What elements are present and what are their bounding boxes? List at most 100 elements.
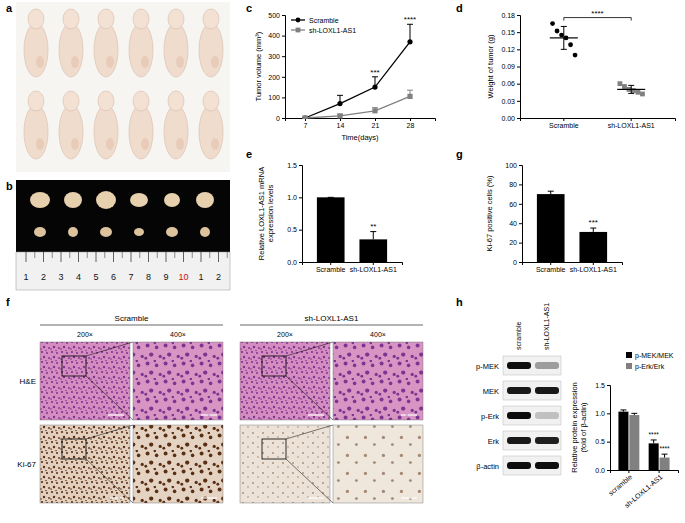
tick: 1.5 — [595, 382, 610, 389]
tumor-bulge — [141, 138, 149, 150]
error-bar — [561, 26, 567, 37]
tick: 0.5 — [287, 226, 302, 233]
ruler-tick — [87, 252, 88, 258]
tick: 14 — [337, 118, 345, 129]
magnification-label: 200× — [277, 331, 293, 338]
error-cap — [370, 231, 376, 232]
tumor-bulge — [141, 56, 149, 68]
marker — [372, 108, 377, 113]
tumor-bulge — [211, 138, 219, 150]
zoom-line — [86, 342, 133, 356]
tick-mark — [517, 67, 520, 68]
data-point — [573, 53, 578, 58]
marker — [302, 115, 307, 119]
tick-label: 1.0 — [287, 194, 297, 201]
legend-label: p-Erk/Erk — [635, 363, 665, 371]
significance-label: **** — [591, 9, 603, 18]
photo-bg — [16, 2, 230, 172]
tick: 0 — [513, 259, 522, 266]
tick-label: sh-LOXL1-AS1 — [350, 266, 397, 273]
tick-mark — [607, 413, 610, 414]
series-line — [305, 96, 410, 118]
mouse-body — [129, 105, 153, 159]
error-bar — [628, 89, 634, 93]
row-label: Ki-67 — [17, 460, 36, 469]
tick: 0.15 — [501, 29, 520, 36]
ruler-label: 8 — [146, 272, 151, 282]
data-point — [555, 29, 560, 34]
scale-bar — [201, 414, 217, 415]
blot-band — [507, 362, 531, 369]
bar — [579, 232, 607, 262]
tick-mark — [373, 262, 374, 265]
tick-label: 0.15 — [501, 29, 515, 36]
legend: Scramblesh-LOXL1-AS1 — [291, 17, 356, 34]
tick-mark — [299, 165, 302, 166]
zoom-line — [86, 459, 133, 503]
mouse-body — [199, 23, 223, 77]
tick-mark — [299, 197, 302, 198]
tumor-bulge — [106, 56, 114, 68]
tick-mark — [628, 470, 629, 473]
tick-label: 200 — [268, 74, 280, 81]
error-cap — [372, 107, 378, 108]
axis-line — [282, 16, 286, 119]
tick: 100 — [505, 162, 522, 169]
tick-label: 40 — [509, 220, 517, 227]
tick-mark — [282, 15, 285, 16]
mouse-head — [63, 91, 79, 111]
tick-mark — [282, 36, 285, 37]
blot-strip — [503, 431, 561, 450]
error-bar — [620, 410, 626, 412]
tumor-bulge — [176, 56, 184, 68]
tumor-bulge — [36, 56, 44, 68]
micrograph — [133, 342, 223, 420]
background — [0, 0, 685, 523]
chart-e: Scramblesh-LOXL1-AS10.00.51.01.5**Relati… — [257, 162, 403, 273]
ruler-tick — [113, 252, 114, 262]
header-rule — [40, 325, 223, 326]
ruler-label: 4 — [76, 272, 81, 282]
magnification-label: 400× — [170, 331, 186, 338]
tick: 200 — [268, 74, 285, 81]
blot-band — [507, 387, 531, 394]
mouse-body — [199, 105, 223, 159]
axis-y: 0.000.030.060.090.120.150.18 — [501, 12, 520, 122]
ruler-tick — [139, 252, 140, 258]
blot-strip — [503, 406, 561, 425]
error-line — [563, 26, 564, 37]
tick: 28 — [407, 118, 415, 129]
ruler-label: 3 — [58, 272, 63, 282]
tick-label: 1.5 — [595, 382, 605, 389]
y-axis-title: expression levels — [266, 184, 275, 242]
tick-mark — [593, 262, 594, 265]
tick-mark — [282, 118, 285, 119]
ruler-tick — [218, 252, 219, 262]
panel-label: a — [6, 2, 13, 14]
legend-label: p-MEK/MEK — [635, 352, 674, 360]
tick-mark — [659, 470, 660, 473]
tick-label: 100 — [505, 162, 517, 169]
tick: 0.00 — [501, 115, 520, 122]
mouse-head — [98, 9, 114, 29]
error-cap — [337, 95, 343, 96]
mouse-head — [168, 91, 184, 111]
tick: 0.03 — [501, 98, 520, 105]
tick-mark — [519, 165, 522, 166]
tick-label: 14 — [337, 122, 345, 129]
tick-label: Scramble — [549, 122, 579, 129]
axis-x: Scramblesh-LOXL1-AS1 — [521, 118, 676, 129]
tick: 1.5 — [287, 162, 302, 169]
axis-line — [286, 119, 436, 122]
mouse-head — [203, 91, 219, 111]
tick-mark — [517, 32, 520, 33]
axis-x: 7142128 — [286, 118, 436, 129]
mouse-body — [59, 23, 83, 77]
tick: 1.0 — [287, 194, 302, 201]
mouse-head — [28, 91, 44, 111]
tick-label: 0 — [513, 259, 517, 266]
tick: 80 — [509, 181, 522, 188]
mouse-body — [164, 23, 188, 77]
tick: 7 — [304, 118, 308, 129]
tick-mark — [517, 15, 520, 16]
